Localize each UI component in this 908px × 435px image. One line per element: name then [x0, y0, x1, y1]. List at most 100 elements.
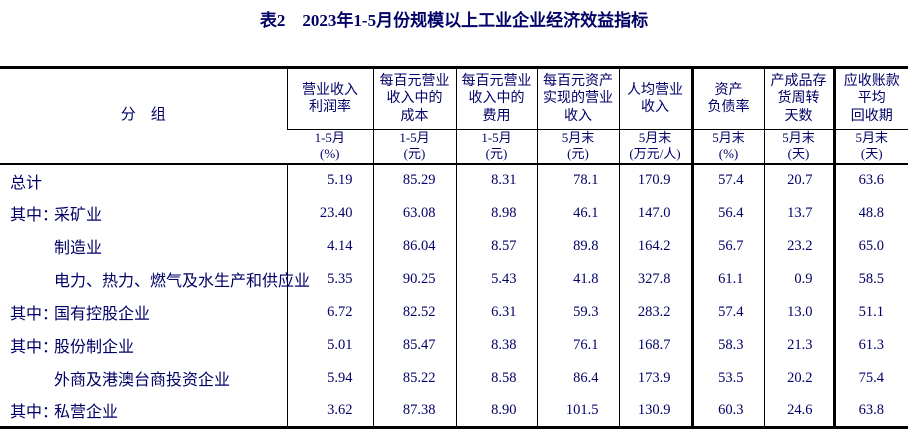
economic-indicators-table: 分 组营业收入 利润率 每百元营业 收入中的 成本 每百元营业 收入中的 费用 每百元… [0, 66, 908, 429]
cell-expense-per-100-yuan-revenue: 8.31 [455, 163, 537, 197]
cell-asset-liability-ratio: 56.4 [690, 196, 764, 230]
table-header: 分 组营业收入 利润率 每百元营业 收入中的 成本 每百元营业 收入中的 费用 每百元… [0, 67, 908, 165]
cell-cost-per-100-yuan-revenue: 85.22 [372, 361, 456, 395]
column-header-revenue-per-100-yuan-assets: 每百元资产 实现的营业 收入 [536, 67, 619, 130]
cell-receivables-recovery-period: 63.6 [832, 163, 908, 197]
cell-cost-per-100-yuan-revenue: 85.29 [372, 163, 456, 197]
cell-finished-goods-turnover-days: 21.3 [763, 328, 834, 362]
row-label-name: 私营企业 [54, 404, 119, 422]
row-label: 其中：股份制企业 [0, 329, 287, 362]
cell-operating-profit-margin: 3.62 [286, 394, 373, 428]
column-period-cost-per-100-yuan-revenue: 1-5月 (元) [372, 129, 456, 165]
cell-revenue-per-capita: 283.2 [618, 295, 692, 329]
cell-operating-profit-margin: 5.94 [286, 361, 373, 395]
row-label: 其中：私营企业 [0, 395, 287, 428]
cell-expense-per-100-yuan-revenue: 6.31 [455, 295, 537, 329]
cell-receivables-recovery-period: 51.1 [832, 295, 908, 329]
cell-revenue-per-100-yuan-assets: 101.5 [536, 394, 619, 428]
cell-operating-profit-margin: 6.72 [286, 295, 373, 329]
cell-revenue-per-capita: 327.8 [618, 262, 692, 296]
cell-cost-per-100-yuan-revenue: 85.47 [372, 328, 456, 362]
cell-cost-per-100-yuan-revenue: 82.52 [372, 295, 456, 329]
cell-revenue-per-100-yuan-assets: 86.4 [536, 361, 619, 395]
cell-asset-liability-ratio: 58.3 [690, 328, 764, 362]
row-label: 电力、热力、燃气及水生产和供应业 [0, 263, 310, 296]
table-row: 外商及港澳台商投资企业 5.94 85.22 8.58 86.4 173.9 53.5 20.… [0, 361, 908, 395]
table-row: 电力、热力、燃气及水生产和供应业 5.35 90.25 5.43 41.8 327.8 61… [0, 262, 908, 296]
cell-revenue-per-100-yuan-assets: 46.1 [536, 196, 619, 230]
cell-revenue-per-100-yuan-assets: 76.1 [536, 328, 619, 362]
row-label: 其中：国有控股企业 [0, 296, 287, 329]
row-label: 其中：采矿业 [0, 197, 287, 230]
cell-finished-goods-turnover-days: 20.2 [763, 361, 834, 395]
cell-revenue-per-capita: 147.0 [618, 196, 692, 230]
cell-revenue-per-capita: 173.9 [618, 361, 692, 395]
header-row-periods: 1-5月 (%) 1-5月 (元) 1-5月 (元) 5月末 (元) 5月末 (万元/人… [0, 129, 908, 165]
row-label-name: 总计 [10, 174, 43, 192]
cell-revenue-per-capita: 168.7 [618, 328, 692, 362]
column-header-finished-goods-turnover-days: 产成品存 货周转 天数 [763, 67, 834, 130]
cell-receivables-recovery-period: 65.0 [832, 229, 908, 263]
cell-operating-profit-margin: 5.35 [286, 262, 373, 296]
cell-revenue-per-capita: 164.2 [618, 229, 692, 263]
table-row: 制造业 4.14 86.04 8.57 89.8 164.2 56.7 23.2 65.0 [0, 229, 908, 263]
cell-receivables-recovery-period: 61.3 [832, 328, 908, 362]
cell-finished-goods-turnover-days: 20.7 [763, 163, 834, 197]
table-body: 总计 5.19 85.29 8.31 78.1 170.9 57.4 20.7 63.6 其中：采… [0, 163, 908, 428]
row-label-prefix: 其中： [10, 207, 59, 224]
cell-cost-per-100-yuan-revenue: 87.38 [372, 394, 456, 428]
cell-finished-goods-turnover-days: 0.9 [763, 262, 834, 296]
column-period-revenue-per-capita: 5月末 (万元/人) [618, 129, 692, 165]
cell-asset-liability-ratio: 53.5 [690, 361, 764, 395]
column-period-revenue-per-100-yuan-assets: 5月末 (元) [536, 129, 619, 165]
cell-cost-per-100-yuan-revenue: 90.25 [372, 262, 456, 296]
cell-revenue-per-capita: 130.9 [618, 394, 692, 428]
cell-asset-liability-ratio: 60.3 [690, 394, 764, 428]
cell-revenue-per-100-yuan-assets: 89.8 [536, 229, 619, 263]
row-label-name: 外商及港澳台商投资企业 [54, 372, 231, 389]
cell-asset-liability-ratio: 61.1 [690, 262, 764, 296]
table-row: 其中：采矿业 23.40 63.08 8.98 46.1 147.0 56.4 13.7 48.… [0, 196, 908, 230]
cell-receivables-recovery-period: 75.4 [832, 361, 908, 395]
cell-asset-liability-ratio: 57.4 [690, 295, 764, 329]
cell-finished-goods-turnover-days: 13.0 [763, 295, 834, 329]
column-header-group: 分 组 [0, 67, 287, 165]
column-period-operating-profit-margin: 1-5月 (%) [287, 129, 373, 165]
column-period-asset-liability-ratio: 5月末 (%) [690, 129, 764, 165]
row-label-name: 股份制企业 [54, 339, 135, 356]
cell-receivables-recovery-period: 48.8 [832, 196, 908, 230]
header-row-titles: 分 组营业收入 利润率 每百元营业 收入中的 成本 每百元营业 收入中的 费用 每百元… [0, 67, 908, 165]
cell-expense-per-100-yuan-revenue: 8.58 [455, 361, 537, 395]
column-period-expense-per-100-yuan-revenue: 1-5月 (元) [455, 129, 537, 165]
cell-cost-per-100-yuan-revenue: 63.08 [372, 196, 456, 230]
column-header-receivables-recovery-period: 应收账款 平均 回收期 [832, 67, 908, 130]
table-title: 表2 2023年1-5月份规模以上工业企业经济效益指标 [259, 11, 649, 30]
cell-finished-goods-turnover-days: 13.7 [763, 196, 834, 230]
column-header-asset-liability-ratio: 资产 负债率 [690, 67, 764, 130]
row-label: 制造业 [0, 230, 287, 263]
cell-cost-per-100-yuan-revenue: 86.04 [372, 229, 456, 263]
column-header-expense-per-100-yuan-revenue: 每百元营业 收入中的 费用 [455, 67, 537, 130]
cell-operating-profit-margin: 5.19 [286, 163, 373, 197]
row-label-name: 电力、热力、燃气及水生产和供应业 [54, 273, 311, 290]
table-row: 其中：股份制企业 5.01 85.47 8.38 76.1 168.7 58.3 21.3 61… [0, 328, 908, 362]
table-row: 其中：私营企业 3.62 87.38 8.90 101.5 130.9 60.3 24.6 63… [0, 394, 908, 428]
cell-receivables-recovery-period: 58.5 [832, 262, 908, 296]
row-label: 总计 [0, 164, 287, 197]
cell-operating-profit-margin: 23.40 [286, 196, 373, 230]
column-header-operating-profit-margin: 营业收入 利润率 [286, 67, 373, 130]
cell-operating-profit-margin: 4.14 [286, 229, 373, 263]
cell-expense-per-100-yuan-revenue: 8.38 [455, 328, 537, 362]
cell-finished-goods-turnover-days: 24.6 [763, 394, 834, 428]
cell-expense-per-100-yuan-revenue: 8.90 [455, 394, 537, 428]
row-label-prefix: 其中： [10, 306, 59, 323]
column-header-cost-per-100-yuan-revenue: 每百元营业 收入中的 成本 [372, 67, 456, 130]
row-label-prefix: 其中： [10, 339, 59, 356]
cell-receivables-recovery-period: 63.8 [832, 394, 908, 428]
column-header-revenue-per-capita: 人均营业 收入 [618, 67, 692, 130]
cell-asset-liability-ratio: 56.7 [690, 229, 764, 263]
cell-asset-liability-ratio: 57.4 [690, 163, 764, 197]
table-row: 其中：国有控股企业 6.72 82.52 6.31 59.3 283.2 57.4 13.0 5… [0, 295, 908, 329]
column-period-receivables-recovery-period: 5月末 (天) [832, 129, 908, 165]
cell-revenue-per-100-yuan-assets: 41.8 [536, 262, 619, 296]
